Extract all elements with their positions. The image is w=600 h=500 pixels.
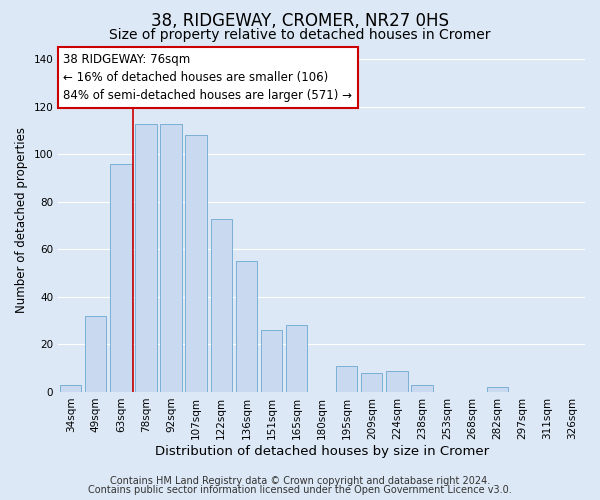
Bar <box>286 326 307 392</box>
Bar <box>261 330 282 392</box>
Text: Size of property relative to detached houses in Cromer: Size of property relative to detached ho… <box>109 28 491 42</box>
Bar <box>160 124 182 392</box>
Bar <box>386 370 407 392</box>
Bar <box>136 124 157 392</box>
Bar <box>236 262 257 392</box>
Text: 38, RIDGEWAY, CROMER, NR27 0HS: 38, RIDGEWAY, CROMER, NR27 0HS <box>151 12 449 30</box>
Bar <box>487 387 508 392</box>
Bar <box>336 366 358 392</box>
Bar <box>85 316 106 392</box>
Bar <box>60 385 82 392</box>
Bar <box>211 218 232 392</box>
Text: 38 RIDGEWAY: 76sqm
← 16% of detached houses are smaller (106)
84% of semi-detach: 38 RIDGEWAY: 76sqm ← 16% of detached hou… <box>64 52 352 102</box>
Bar <box>110 164 131 392</box>
Text: Contains public sector information licensed under the Open Government Licence v3: Contains public sector information licen… <box>88 485 512 495</box>
Bar <box>361 373 382 392</box>
X-axis label: Distribution of detached houses by size in Cromer: Distribution of detached houses by size … <box>155 444 488 458</box>
Y-axis label: Number of detached properties: Number of detached properties <box>15 126 28 312</box>
Text: Contains HM Land Registry data © Crown copyright and database right 2024.: Contains HM Land Registry data © Crown c… <box>110 476 490 486</box>
Bar <box>411 385 433 392</box>
Bar <box>185 136 207 392</box>
